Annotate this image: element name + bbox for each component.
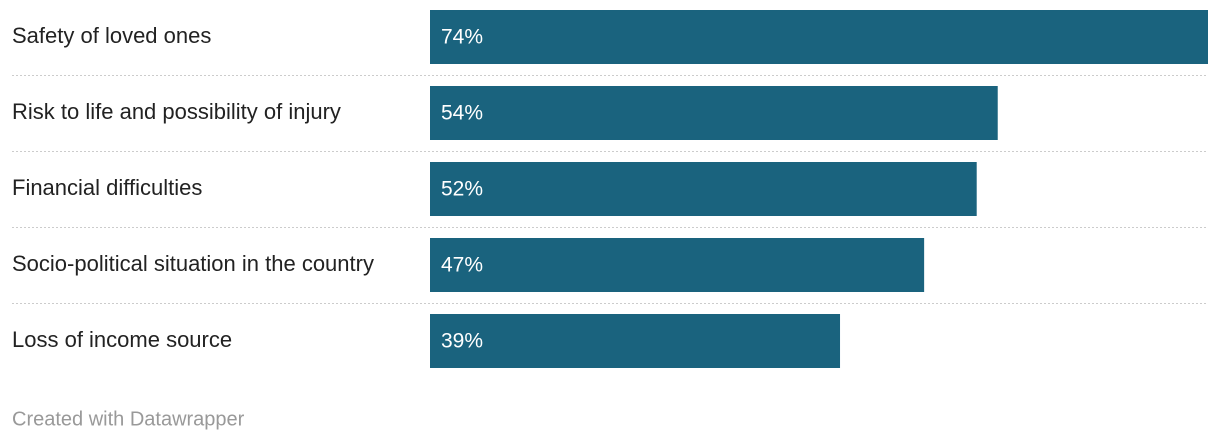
value-label: 74% (441, 26, 483, 49)
credit: Created with Datawrapper (12, 408, 245, 430)
bar (430, 86, 998, 140)
bar (430, 162, 977, 216)
category-label: Loss of income source (12, 327, 232, 352)
category-label: Financial difficulties (12, 175, 202, 200)
category-label: Risk to life and possibility of injury (12, 99, 341, 124)
value-label: 39% (441, 330, 483, 353)
bar (430, 10, 1208, 64)
bar (430, 314, 841, 368)
value-label: 52% (441, 178, 483, 201)
category-label: Socio-political situation in the country (12, 251, 374, 276)
value-label: 47% (441, 254, 483, 277)
bar (430, 238, 925, 292)
value-label: 54% (441, 102, 483, 125)
category-label: Safety of loved ones (12, 23, 211, 48)
